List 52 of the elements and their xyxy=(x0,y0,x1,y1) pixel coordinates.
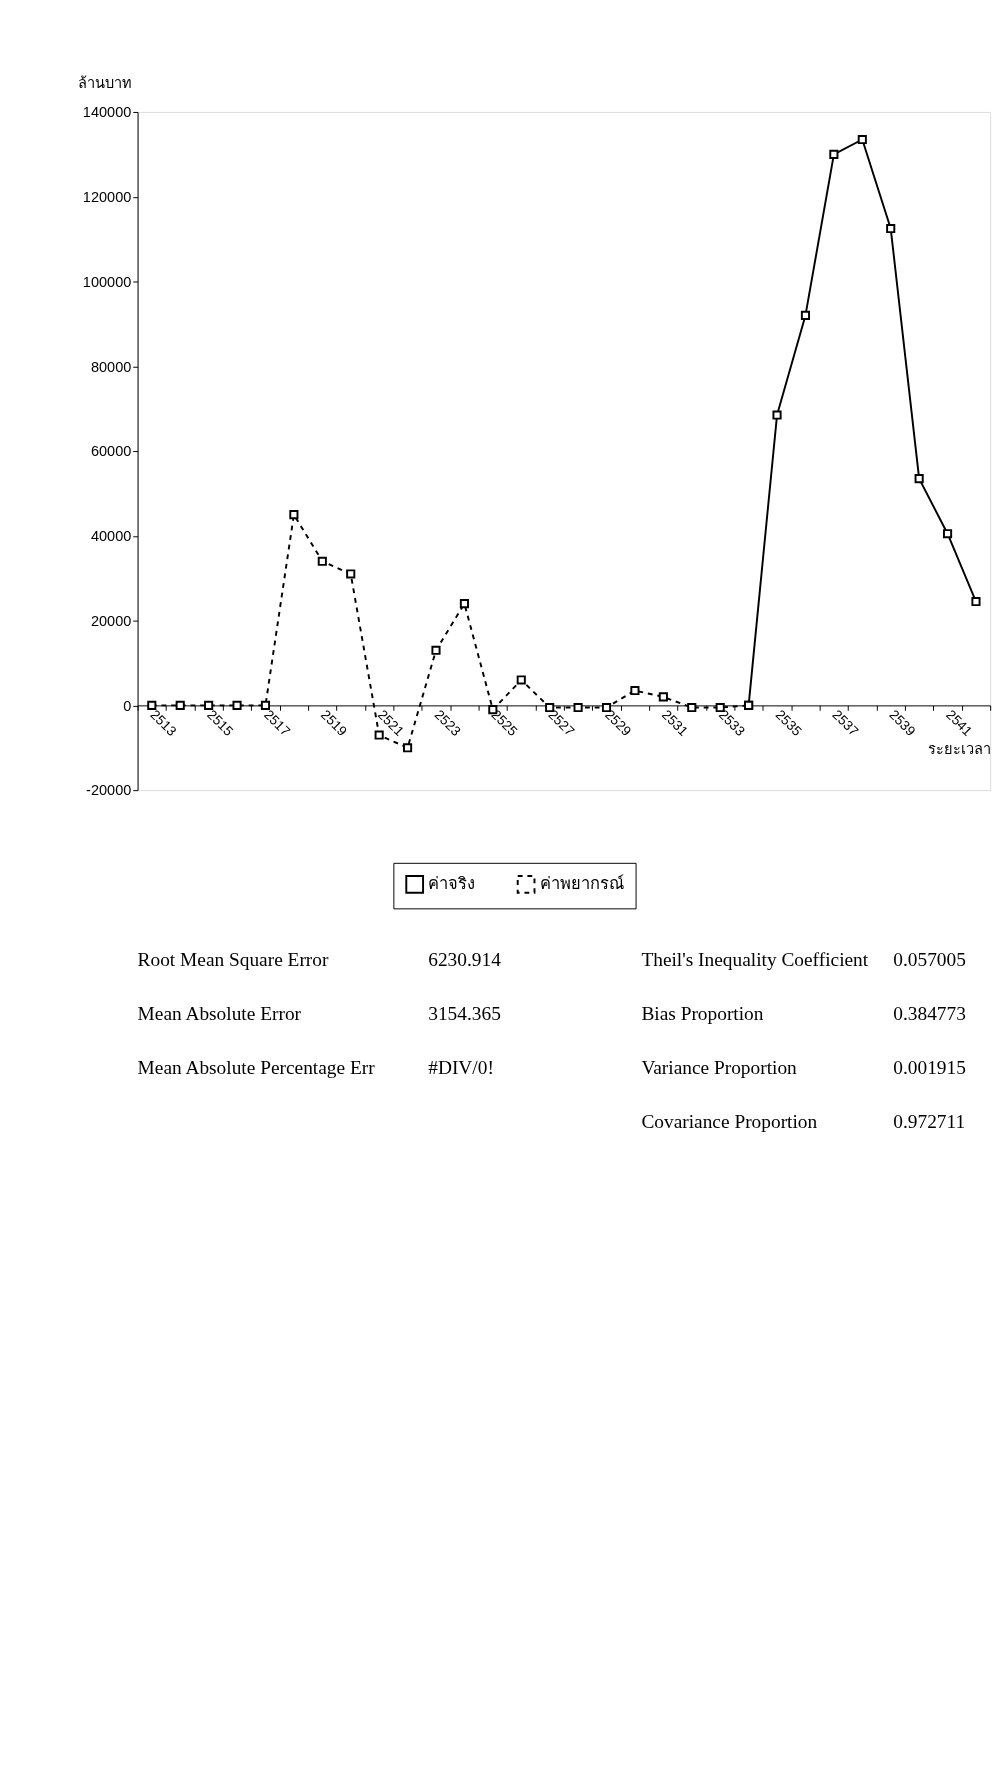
point xyxy=(289,510,299,520)
point xyxy=(630,685,640,696)
legend-label: ค่าพยากรณ์ xyxy=(539,874,624,894)
text: Theil's Inequality Coefficient xyxy=(641,948,869,970)
text: Root Mean Square Error xyxy=(137,948,329,970)
y-tick-label: -20000 xyxy=(86,782,132,799)
text: Covariance Proportion xyxy=(641,1111,818,1133)
point xyxy=(459,599,469,609)
point xyxy=(260,700,271,710)
legend-label: ค่าจริง xyxy=(428,874,476,894)
point xyxy=(516,675,526,685)
point xyxy=(800,310,811,320)
text: 0.384773 xyxy=(893,1002,966,1024)
point xyxy=(175,700,185,710)
text: Mean Absolute Error xyxy=(137,1002,302,1024)
text: 6230.914 xyxy=(428,948,502,970)
point xyxy=(573,702,583,713)
point xyxy=(687,702,697,713)
y-tick-label: 100000 xyxy=(82,273,132,290)
y-tick-label: 80000 xyxy=(90,358,132,375)
y-axis-title: ล้านบาท xyxy=(77,75,132,92)
text: 0.057005 xyxy=(893,948,966,970)
point xyxy=(317,556,327,566)
point xyxy=(403,743,413,753)
x-axis-title: ระยะเวลา xyxy=(927,741,991,758)
point xyxy=(431,645,441,655)
point xyxy=(886,223,896,234)
point xyxy=(942,529,953,539)
point xyxy=(744,700,754,710)
text: Variance Proportion xyxy=(641,1057,798,1079)
point xyxy=(232,700,242,710)
text: Mean Absolute Percentage Err xyxy=(137,1057,376,1079)
y-tick-label: 40000 xyxy=(90,528,132,545)
text: Bias Proportion xyxy=(641,1002,764,1024)
y-tick-label: 20000 xyxy=(90,612,132,629)
y-tick-label: 60000 xyxy=(90,443,132,460)
point xyxy=(829,149,839,159)
text: 3154.365 xyxy=(428,1002,501,1024)
point xyxy=(857,134,867,145)
y-tick-label: 0 xyxy=(123,697,132,714)
point xyxy=(658,692,668,702)
point xyxy=(147,700,157,710)
y-tick-label: 140000 xyxy=(82,104,132,121)
point xyxy=(346,569,356,579)
point xyxy=(772,410,782,420)
point xyxy=(914,474,924,484)
y-tick-label: 120000 xyxy=(82,189,132,206)
text: 0.001915 xyxy=(893,1057,966,1079)
point xyxy=(204,700,214,710)
text: 0.972711 xyxy=(893,1111,966,1133)
text: #DIV/0! xyxy=(428,1057,494,1079)
point xyxy=(971,596,981,607)
